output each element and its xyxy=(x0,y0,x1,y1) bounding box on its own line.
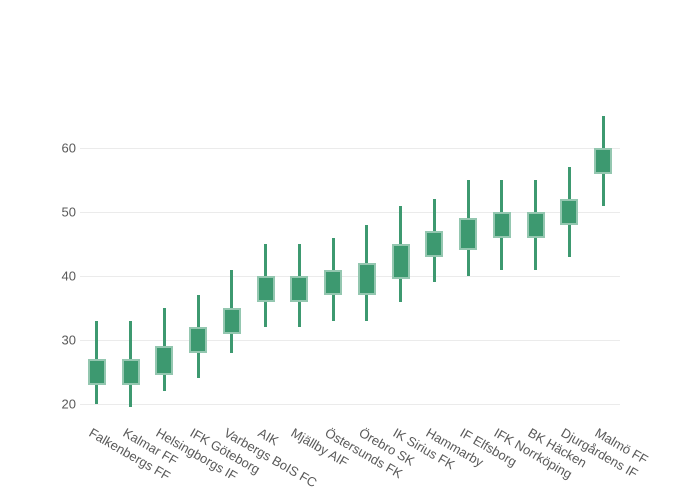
candle-box xyxy=(222,308,241,334)
y-axis-tick-label: 30 xyxy=(61,332,76,348)
candle-box xyxy=(256,276,275,302)
candle-box xyxy=(290,276,309,302)
candle-box xyxy=(87,359,106,385)
y-axis-tick-label: 60 xyxy=(61,140,76,156)
y-gridline xyxy=(80,340,620,341)
candle-box xyxy=(391,244,410,280)
y-axis-tick-label: 50 xyxy=(61,204,76,220)
y-gridline xyxy=(80,404,620,405)
y-gridline xyxy=(80,276,620,277)
candle-box xyxy=(425,231,444,257)
candle-box xyxy=(155,346,174,376)
candle-box xyxy=(357,263,376,296)
candle-box xyxy=(189,327,208,353)
y-gridline xyxy=(80,148,620,149)
candle-box xyxy=(560,199,579,225)
y-gridline xyxy=(80,212,620,213)
candle-box xyxy=(324,269,343,296)
candle-box xyxy=(459,218,478,251)
candle-box xyxy=(492,212,511,238)
y-axis-tick-label: 20 xyxy=(61,396,76,412)
y-axis-tick-label: 40 xyxy=(61,268,76,284)
candle-box xyxy=(526,212,545,238)
candle-box xyxy=(594,148,613,174)
candle-box xyxy=(121,359,140,385)
